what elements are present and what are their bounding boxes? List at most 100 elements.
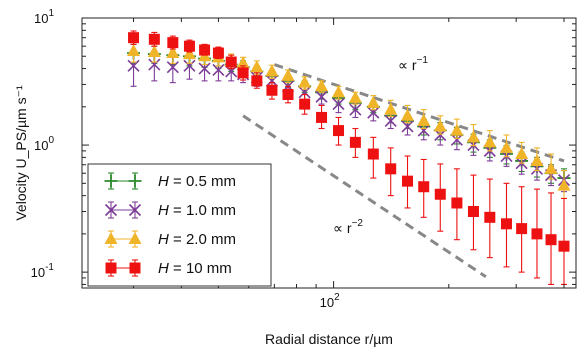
data-point bbox=[316, 111, 328, 123]
data-point bbox=[127, 43, 141, 56]
data-point bbox=[266, 84, 278, 96]
y-tick-label-base: 10 bbox=[34, 138, 48, 153]
data-point bbox=[433, 119, 447, 132]
y-tick-label-base: 10 bbox=[31, 265, 45, 280]
data-point bbox=[250, 60, 264, 73]
power-law-label: ∝ r−2 bbox=[333, 218, 363, 236]
data-point bbox=[467, 206, 479, 218]
data-point bbox=[516, 223, 528, 235]
series-3 bbox=[128, 30, 570, 285]
data-point bbox=[367, 148, 379, 160]
legend-label: H = 0.5 mm bbox=[158, 173, 236, 190]
data-point bbox=[265, 74, 279, 87]
y-tick-label: 10-1 bbox=[31, 262, 55, 280]
data-point bbox=[483, 135, 497, 148]
data-point bbox=[531, 228, 543, 240]
power-law-label-exp: −2 bbox=[352, 218, 364, 229]
data-point bbox=[499, 140, 513, 153]
data-point bbox=[385, 163, 397, 175]
legend-label: H = 10 mm bbox=[158, 260, 232, 277]
legend-label-base: = 1.0 mm bbox=[169, 202, 236, 219]
legend-label-var: H bbox=[158, 202, 169, 219]
data-series bbox=[127, 30, 571, 285]
legend: H = 0.5 mmH = 1.0 mmH = 2.0 mmH = 10 mm bbox=[87, 163, 272, 287]
data-point bbox=[466, 130, 480, 143]
data-point bbox=[225, 56, 237, 68]
y-tick-label-exp: -1 bbox=[45, 262, 54, 273]
power-law-label-exp: −1 bbox=[417, 55, 429, 66]
power-law-label-base: ∝ r bbox=[398, 57, 417, 73]
data-point bbox=[348, 90, 362, 103]
power-law-label-base: ∝ r bbox=[333, 220, 352, 236]
data-point bbox=[545, 234, 557, 246]
data-point bbox=[148, 58, 161, 71]
legend-entry: H = 2.0 mm bbox=[104, 230, 236, 248]
data-point bbox=[349, 136, 361, 148]
y-axis-label: Velocity U_PS/µm s⁻¹ bbox=[13, 85, 29, 221]
data-point bbox=[384, 114, 397, 127]
data-point bbox=[182, 47, 196, 60]
data-point bbox=[212, 47, 224, 59]
y-tick-label-exp: 1 bbox=[48, 8, 54, 19]
legend-label-base: = 0.5 mm bbox=[169, 173, 236, 190]
legend-entry: H = 0.5 mm bbox=[104, 172, 236, 190]
data-point bbox=[434, 188, 446, 200]
data-point bbox=[128, 32, 140, 44]
data-point bbox=[530, 153, 544, 166]
data-point bbox=[298, 86, 311, 99]
x-axis-label: Radial distance r/µm bbox=[265, 331, 393, 347]
data-point bbox=[515, 147, 529, 160]
data-point bbox=[299, 98, 311, 110]
y-tick-label-base: 10 bbox=[34, 11, 48, 26]
x-tick-label: 102 bbox=[320, 292, 340, 310]
data-point bbox=[212, 63, 225, 77]
data-point bbox=[450, 123, 464, 136]
legend-label: H = 1.0 mm bbox=[158, 202, 236, 219]
data-point bbox=[558, 240, 570, 252]
data-point bbox=[366, 95, 380, 108]
legend-marker bbox=[104, 232, 118, 244]
annotations: ∝ r−1∝ r−2 bbox=[333, 55, 428, 236]
y-tick-label: 100 bbox=[34, 135, 54, 153]
legend-label-var: H bbox=[158, 173, 169, 190]
data-point bbox=[450, 133, 463, 146]
data-point bbox=[367, 106, 380, 119]
data-point bbox=[500, 218, 512, 230]
data-point bbox=[166, 46, 180, 59]
data-point bbox=[147, 45, 161, 58]
power-law-guide-line bbox=[242, 114, 487, 278]
data-point bbox=[225, 65, 238, 78]
data-point bbox=[148, 33, 160, 45]
data-point bbox=[384, 102, 398, 115]
data-point bbox=[282, 88, 294, 100]
legend-label: H = 2.0 mm bbox=[158, 231, 236, 248]
data-point bbox=[333, 125, 345, 137]
data-point bbox=[198, 62, 211, 75]
data-point bbox=[315, 90, 328, 103]
data-point bbox=[557, 178, 571, 191]
data-point bbox=[199, 44, 211, 56]
y-tick-label: 101 bbox=[34, 8, 54, 26]
x-tick-label-exp: 2 bbox=[334, 292, 340, 303]
data-point bbox=[236, 56, 250, 69]
data-point bbox=[166, 61, 179, 74]
data-point bbox=[183, 59, 196, 72]
legend-label-var: H bbox=[158, 231, 169, 248]
data-point bbox=[251, 75, 263, 87]
legend-label-var: H bbox=[158, 260, 169, 277]
data-point bbox=[417, 113, 431, 126]
legend-entry: H = 10 mm bbox=[105, 259, 232, 277]
data-point bbox=[265, 64, 279, 77]
data-point bbox=[349, 103, 362, 116]
x-tick-label-base: 10 bbox=[320, 295, 334, 310]
data-point bbox=[315, 79, 329, 92]
data-point bbox=[418, 181, 430, 193]
data-point bbox=[451, 197, 463, 209]
data-point bbox=[127, 59, 140, 72]
data-point bbox=[237, 67, 249, 79]
data-point bbox=[298, 75, 312, 88]
legend-entry: H = 1.0 mm bbox=[104, 201, 236, 219]
